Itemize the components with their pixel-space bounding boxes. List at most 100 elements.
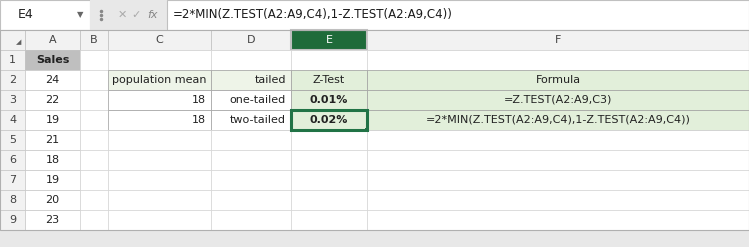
Bar <box>108 190 211 210</box>
Bar <box>25 170 80 190</box>
Text: 7: 7 <box>9 175 16 185</box>
Bar <box>367 30 749 50</box>
Text: 5: 5 <box>9 135 16 145</box>
Bar <box>25 90 80 110</box>
Bar <box>211 110 291 130</box>
Text: 19: 19 <box>46 115 60 125</box>
Text: 0.01%: 0.01% <box>310 95 348 105</box>
Bar <box>90 0 112 30</box>
Bar <box>367 190 749 210</box>
Text: ◢: ◢ <box>16 39 22 45</box>
Bar <box>291 70 367 90</box>
Text: 6: 6 <box>9 155 16 165</box>
Bar <box>211 30 291 50</box>
Text: Z-Test: Z-Test <box>313 75 345 85</box>
Text: 9: 9 <box>9 215 16 225</box>
Bar <box>0 90 25 110</box>
Bar <box>291 50 367 70</box>
Text: population mean: population mean <box>112 75 207 85</box>
Bar <box>80 70 108 90</box>
Bar <box>211 190 291 210</box>
Bar <box>0 30 25 50</box>
Text: Sales: Sales <box>36 55 69 65</box>
Bar <box>291 210 367 230</box>
Bar <box>291 170 367 190</box>
Bar <box>25 130 80 150</box>
Bar <box>25 110 80 130</box>
Text: ✓: ✓ <box>131 10 141 20</box>
Text: one-tailed: one-tailed <box>230 95 286 105</box>
Text: E4: E4 <box>18 8 34 21</box>
Bar <box>108 50 211 70</box>
Bar <box>211 150 291 170</box>
Text: 18: 18 <box>46 155 60 165</box>
Text: 22: 22 <box>46 95 60 105</box>
Bar <box>291 110 367 130</box>
Bar <box>80 150 108 170</box>
Bar <box>0 0 90 30</box>
Text: E: E <box>326 35 333 45</box>
Bar <box>365 128 369 132</box>
Bar <box>80 190 108 210</box>
Bar <box>0 30 749 230</box>
Bar <box>80 110 108 130</box>
Bar <box>25 190 80 210</box>
Text: 1: 1 <box>9 55 16 65</box>
Bar <box>367 110 749 130</box>
Text: =2*MIN(Z.TEST(A2:A9,C4),1-Z.TEST(A2:A9,C4)): =2*MIN(Z.TEST(A2:A9,C4),1-Z.TEST(A2:A9,C… <box>173 8 453 21</box>
Text: 21: 21 <box>46 135 60 145</box>
Bar <box>291 150 367 170</box>
Bar <box>0 210 25 230</box>
Text: =Z.TEST(A2:A9,C3): =Z.TEST(A2:A9,C3) <box>504 95 612 105</box>
Text: fx: fx <box>148 10 158 20</box>
Text: Formula: Formula <box>536 75 580 85</box>
Bar <box>80 210 108 230</box>
Bar <box>211 70 291 90</box>
Bar <box>367 50 749 70</box>
Bar <box>211 90 291 110</box>
Bar <box>367 70 749 90</box>
Bar <box>80 50 108 70</box>
Bar <box>25 150 80 170</box>
Bar <box>80 170 108 190</box>
Bar <box>0 150 25 170</box>
Bar <box>0 130 25 150</box>
Bar <box>367 210 749 230</box>
Bar <box>211 170 291 190</box>
Bar <box>108 110 211 130</box>
Text: 18: 18 <box>192 95 206 105</box>
Bar <box>367 150 749 170</box>
Bar <box>291 90 367 110</box>
Text: =2*MIN(Z.TEST(A2:A9,C4),1-Z.TEST(A2:A9,C4)): =2*MIN(Z.TEST(A2:A9,C4),1-Z.TEST(A2:A9,C… <box>425 115 691 125</box>
Bar <box>0 50 25 70</box>
Bar <box>211 210 291 230</box>
Bar <box>367 90 749 110</box>
Text: A: A <box>49 35 56 45</box>
Bar <box>25 50 80 70</box>
Text: 0.02%: 0.02% <box>310 115 348 125</box>
Bar <box>0 190 25 210</box>
Text: 24: 24 <box>46 75 60 85</box>
Bar <box>211 130 291 150</box>
Text: B: B <box>90 35 98 45</box>
Bar <box>108 150 211 170</box>
Bar <box>108 130 211 150</box>
Text: 4: 4 <box>9 115 16 125</box>
Bar <box>108 70 211 90</box>
Bar <box>291 110 367 130</box>
Bar <box>291 130 367 150</box>
Bar <box>108 170 211 190</box>
Bar <box>0 110 25 130</box>
Text: D: D <box>246 35 255 45</box>
Bar <box>108 90 211 110</box>
Text: 18: 18 <box>192 115 206 125</box>
Text: 19: 19 <box>46 175 60 185</box>
Text: 3: 3 <box>9 95 16 105</box>
Bar <box>80 130 108 150</box>
Bar <box>367 130 749 150</box>
Bar <box>211 50 291 70</box>
Text: two-tailed: two-tailed <box>230 115 286 125</box>
Text: F: F <box>555 35 561 45</box>
Text: 20: 20 <box>46 195 60 205</box>
Text: tailed: tailed <box>255 75 286 85</box>
